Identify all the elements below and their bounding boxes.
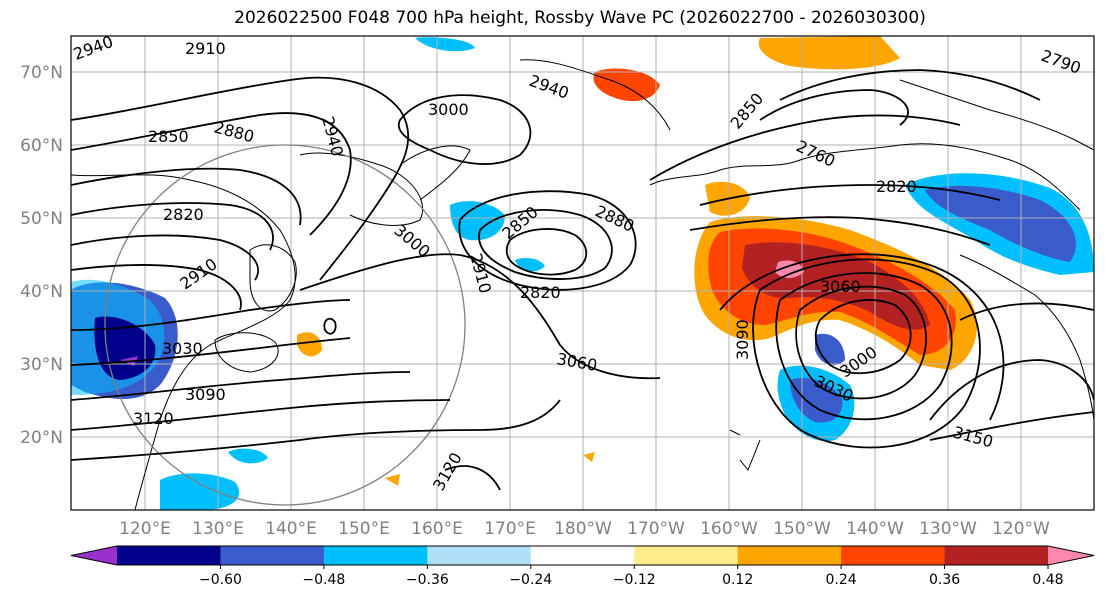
lon-label: 120°W: [992, 519, 1050, 539]
colorbar-segment: [323, 546, 428, 565]
colorbar-segment: [944, 546, 1049, 565]
lon-label: 150°W: [773, 519, 831, 539]
colorbar-tick-label: 0.48: [1032, 572, 1063, 588]
colorbar-segment: [634, 546, 739, 565]
lat-label: 70°N: [20, 63, 63, 83]
contour-label: 3120: [133, 409, 174, 428]
lon-label: 170°W: [627, 519, 685, 539]
colorbar-segment: [117, 546, 221, 565]
lon-label: 140°E: [265, 519, 317, 539]
colorbar-segment: [737, 546, 842, 565]
lat-label: 20°N: [20, 428, 63, 448]
colorbar-tick-label: −0.36: [406, 572, 449, 588]
colorbar-extend-low: [71, 546, 117, 565]
contour-label: 2910: [185, 39, 226, 58]
colorbar-segment: [841, 546, 946, 565]
contour-label: 3090: [733, 319, 752, 360]
coastlines: [71, 59, 1094, 510]
lat-label: 60°N: [20, 136, 63, 156]
contour-label: 3090: [185, 385, 226, 404]
lon-label: 120°E: [119, 519, 171, 539]
map-frame: [70, 35, 1095, 511]
colorbar-tick-label: −0.60: [199, 572, 242, 588]
contour-label: 3030: [162, 339, 203, 358]
lon-label: 150°E: [338, 519, 390, 539]
height-contours: [71, 69, 1094, 491]
lat-label: 40°N: [20, 282, 63, 302]
latitude-labels: 70°N 60°N 50°N 40°N 30°N 20°N: [20, 63, 63, 448]
colorbar-tick-label: 0.12: [722, 572, 753, 588]
contour-label: 2820: [876, 177, 917, 196]
colorbar-tick-label: −0.48: [302, 572, 345, 588]
lat-label: 30°N: [20, 355, 63, 375]
contour-label: 2850: [148, 127, 189, 146]
colorbar: −0.60 −0.48 −0.36 −0.24 −0.12 0.12 0.24 0.36 0.4…: [70, 545, 1095, 588]
contour-label: 2820: [520, 283, 561, 302]
colorbar-tick-label: 0.24: [826, 572, 857, 588]
anomaly-shading: [71, 36, 1094, 510]
colorbar-tick-label: −0.12: [613, 572, 656, 588]
colorbar-extend-high: [1048, 546, 1094, 565]
contour-label: 3000: [428, 100, 469, 119]
contour-label: 2820: [163, 205, 204, 224]
colorbar-tick-label: −0.24: [509, 572, 552, 588]
contour-label: 3060: [820, 277, 861, 296]
lon-label: 130°W: [919, 519, 977, 539]
lon-label: 160°W: [700, 519, 758, 539]
lon-label: 160°E: [411, 519, 463, 539]
colorbar-outline: [70, 545, 1095, 566]
colorbar-segment: [530, 546, 635, 565]
lon-label: 170°E: [484, 519, 536, 539]
lat-label: 50°N: [20, 209, 63, 229]
longitude-labels: 120°E 130°E 140°E 150°E 160°E 170°E 180°…: [119, 519, 1050, 539]
reference-circle: [104, 144, 466, 506]
lon-label: 140°W: [846, 519, 904, 539]
colorbar-segment: [427, 546, 532, 565]
colorbar-tick-label: 0.36: [929, 572, 960, 588]
map-title: 2026022500 F048 700 hPa height, Rossby W…: [234, 8, 926, 28]
lon-label: 180°W: [554, 519, 612, 539]
lon-label: 130°E: [192, 519, 244, 539]
colorbar-segment: [220, 546, 325, 565]
